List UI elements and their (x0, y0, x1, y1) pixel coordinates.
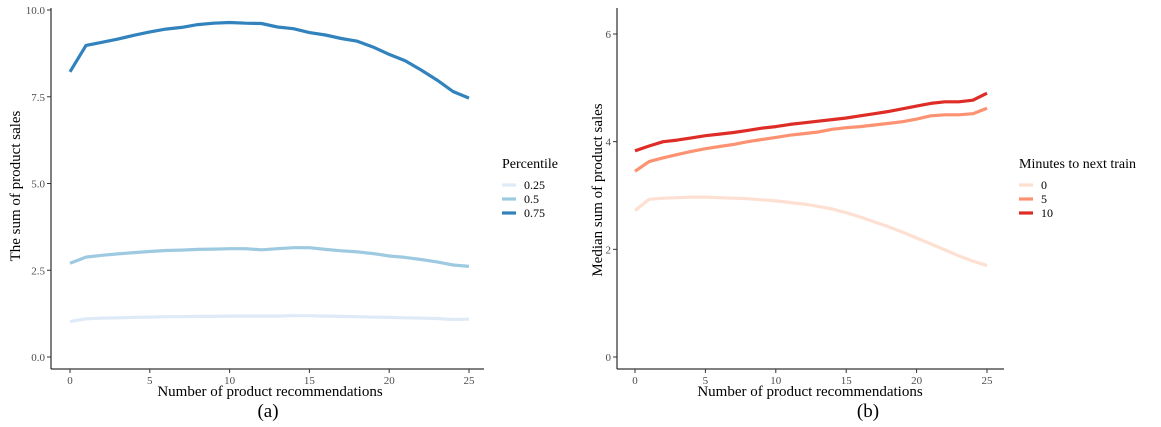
panel-a-x-axis-title: Number of product recommendations (157, 384, 383, 400)
panel-a-series-line-2 (68, 20, 470, 100)
panel-b-y-tick-label: 6 (606, 29, 612, 41)
panel-a-y-tick-label: 2.5 (31, 265, 45, 277)
panel-a-y-tick-label: 7.5 (31, 92, 45, 104)
panel-b-series-lines (633, 91, 988, 268)
panel-b-x-tick-label: 15 (841, 375, 853, 387)
panel-a-series-lines (68, 20, 470, 324)
panel-a-y-tick-label: 5.0 (31, 179, 45, 191)
panel-a-x-tick-label: 0 (67, 375, 73, 387)
panel-a-legend-items: 0.250.50.75 (502, 178, 545, 220)
panel-a-series-line-0 (69, 314, 470, 324)
panel-a-x-tick-label: 10 (224, 375, 236, 387)
panel-b-y-axis-title: Median sum of product sales (590, 103, 606, 276)
panel-a-legend-label: 0.5 (524, 192, 539, 206)
panel-b-x-tick-label: 20 (911, 375, 923, 387)
panel-b-legend-label: 10 (1041, 206, 1053, 220)
panel-b-y-tick-label: 2 (606, 244, 612, 256)
panel-b-ticks: 0 5 10 15 20 25 0 2 4 6 (606, 29, 994, 387)
panel-b-series-line-2 (634, 91, 988, 153)
panel-b-x-tick-label: 5 (703, 375, 709, 387)
panel-b-series-line-1 (634, 106, 988, 173)
panel-a-x-tick-label: 20 (384, 375, 396, 387)
panel-a-x-tick-label: 15 (304, 375, 316, 387)
panel-a-caption: (a) (257, 401, 278, 422)
panel-b-legend-label: 5 (1041, 192, 1047, 206)
panel-b-series-line-0 (633, 195, 988, 268)
panel-a-x-tick-label: 5 (147, 375, 153, 387)
panel-a-legend-title: Percentile (502, 157, 558, 172)
panel-b-y-tick-label: 4 (606, 137, 612, 149)
panel-a-x-tick-label: 25 (464, 375, 476, 387)
panel-b-legend-title: Minutes to next train (1019, 157, 1136, 172)
panel-b-x-axis-title: Number of product recommendations (697, 384, 923, 400)
panel-a-y-tick-label: 0.0 (31, 352, 45, 364)
panel-a-series-line-1 (69, 246, 470, 268)
panel-b-caption: (b) (857, 401, 879, 422)
panel-b-x-tick-label: 10 (770, 375, 782, 387)
panel-b-legend-label: 0 (1041, 178, 1047, 192)
panel-a-legend: Percentile 0.250.50.75 (502, 157, 558, 220)
panel-a-legend-label: 0.75 (524, 206, 545, 220)
panel-b-x-tick-label: 0 (632, 375, 638, 387)
panel-b-y-tick-label: 0 (606, 352, 612, 364)
panel-b-x-tick-label: 25 (982, 375, 994, 387)
panel-a-y-axis-title: The sum of product sales (8, 110, 24, 261)
panel-a: 0 5 10 15 20 25 0.0 2.5 5.0 7.5 10.0 Number of pro… (8, 5, 558, 422)
panel-a-legend-label: 0.25 (524, 178, 545, 192)
panel-a-ticks: 0 5 10 15 20 25 0.0 2.5 5.0 7.5 10.0 (26, 5, 475, 387)
panel-a-y-tick-label: 10.0 (26, 5, 46, 17)
